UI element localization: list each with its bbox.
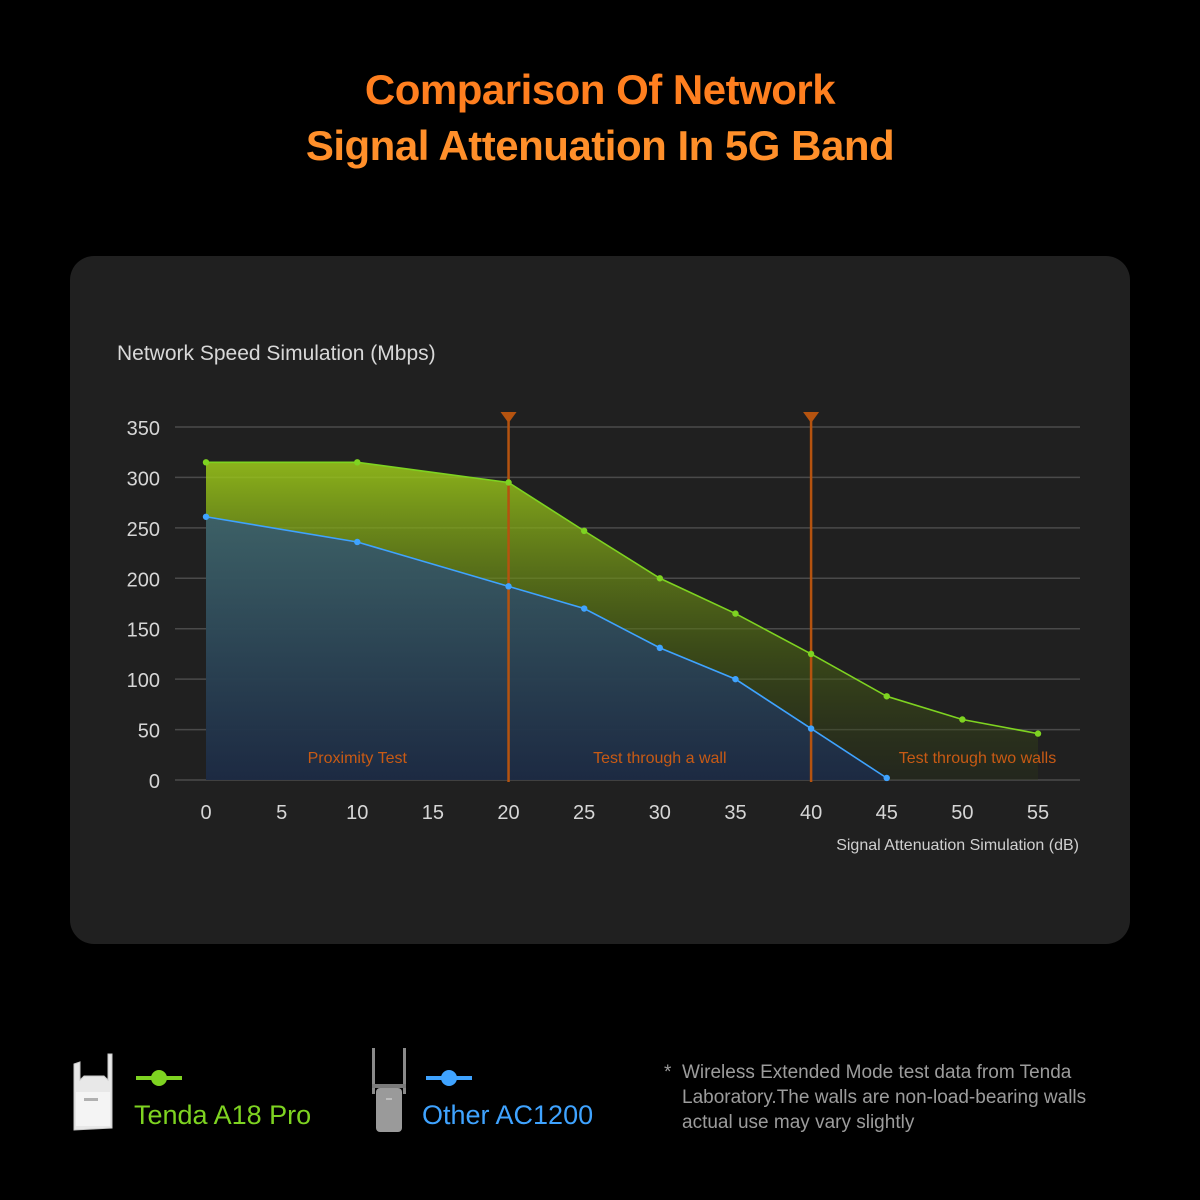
data-point-tenda bbox=[580, 527, 588, 535]
title-line-1: Comparison Of Network bbox=[364, 66, 836, 113]
y-tick-label: 100 bbox=[127, 670, 160, 692]
legend-label-tenda: Tenda A18 Pro bbox=[134, 1100, 312, 1130]
data-point-tenda bbox=[883, 693, 890, 700]
data-point-other bbox=[505, 583, 512, 590]
data-point-tenda bbox=[202, 459, 210, 466]
footnote-line-2: Laboratory.The walls are non-load-bearin… bbox=[682, 1087, 1087, 1108]
series-line-other bbox=[205, 515, 888, 779]
tenda-legend-line-icon bbox=[136, 1070, 182, 1086]
x-axis-label: Signal Attenuation Simulation (dB) bbox=[836, 837, 1079, 854]
data-point-other bbox=[580, 605, 588, 612]
wall-marker-triangle bbox=[500, 412, 517, 423]
data-point-tenda bbox=[656, 575, 664, 582]
x-tick-label: 0 bbox=[200, 802, 211, 824]
y-tick-label: 0 bbox=[149, 771, 160, 793]
y-tick-label: 150 bbox=[127, 620, 160, 642]
x-tick-label: 10 bbox=[346, 802, 368, 824]
series-line-tenda bbox=[206, 461, 1039, 735]
data-point-other bbox=[732, 675, 739, 683]
x-tick-label: 55 bbox=[1027, 802, 1049, 824]
y-tick-label: 300 bbox=[127, 468, 160, 490]
data-point-other bbox=[354, 538, 361, 546]
footnote: * Wireless Extended Mode test data from … bbox=[664, 1060, 1164, 1135]
data-point-tenda bbox=[959, 716, 966, 723]
tenda-a18-pro-device-icon bbox=[73, 1053, 113, 1131]
footnote-line-1: Wireless Extended Mode test data from Te… bbox=[682, 1062, 1072, 1083]
y-tick-label: 200 bbox=[127, 569, 160, 591]
other-legend-line-icon bbox=[426, 1070, 472, 1086]
title-line-2: Signal Attenuation In 5G Band bbox=[305, 122, 895, 169]
x-tick-label: 35 bbox=[724, 802, 746, 824]
legend-tenda: Tenda A18 Pro bbox=[70, 1052, 350, 1142]
data-point-other bbox=[202, 513, 210, 520]
x-tick-label: 25 bbox=[573, 802, 595, 824]
chart-panel: Network Speed Simulation (Mbps) Proximit… bbox=[70, 256, 1130, 944]
data-point-other bbox=[883, 774, 890, 782]
speed-chart: Network Speed Simulation (Mbps) Proximit… bbox=[117, 342, 1080, 854]
x-tick-label: 40 bbox=[800, 802, 822, 824]
data-point-tenda bbox=[807, 650, 815, 658]
chart-title: Network Speed Simulation (Mbps) bbox=[117, 342, 436, 365]
y-tick-label: 250 bbox=[127, 519, 160, 541]
x-tick-label: 50 bbox=[951, 802, 973, 824]
footnote-asterisk: * bbox=[664, 1062, 672, 1083]
zone-label: Proximity Test bbox=[308, 750, 408, 767]
zone-label: Test through two walls bbox=[899, 750, 1056, 767]
data-point-tenda bbox=[1034, 730, 1042, 737]
legend-other: Other AC1200 bbox=[370, 1044, 650, 1139]
x-tick-label: 20 bbox=[497, 802, 519, 824]
data-point-other bbox=[807, 725, 815, 732]
wall-marker-triangle bbox=[803, 412, 820, 423]
x-tick-label: 5 bbox=[276, 802, 287, 824]
page-title: Comparison Of Network Signal Attenuation… bbox=[0, 62, 1200, 174]
y-tick-label: 50 bbox=[138, 721, 160, 743]
ac1200-extender-device-icon bbox=[372, 1048, 406, 1132]
zone-label: Test through a wall bbox=[593, 750, 726, 767]
area-other bbox=[206, 516, 887, 780]
legend-label-other: Other AC1200 bbox=[422, 1100, 594, 1130]
x-tick-label: 30 bbox=[649, 802, 671, 824]
footnote-line-3: actual use may vary slightly bbox=[682, 1112, 915, 1133]
data-point-tenda bbox=[354, 459, 361, 466]
data-point-tenda bbox=[732, 610, 739, 617]
y-tick-label: 350 bbox=[127, 418, 160, 440]
data-point-tenda bbox=[505, 479, 512, 486]
x-tick-label: 15 bbox=[422, 802, 444, 824]
x-tick-label: 45 bbox=[876, 802, 898, 824]
data-point-other bbox=[656, 644, 664, 652]
